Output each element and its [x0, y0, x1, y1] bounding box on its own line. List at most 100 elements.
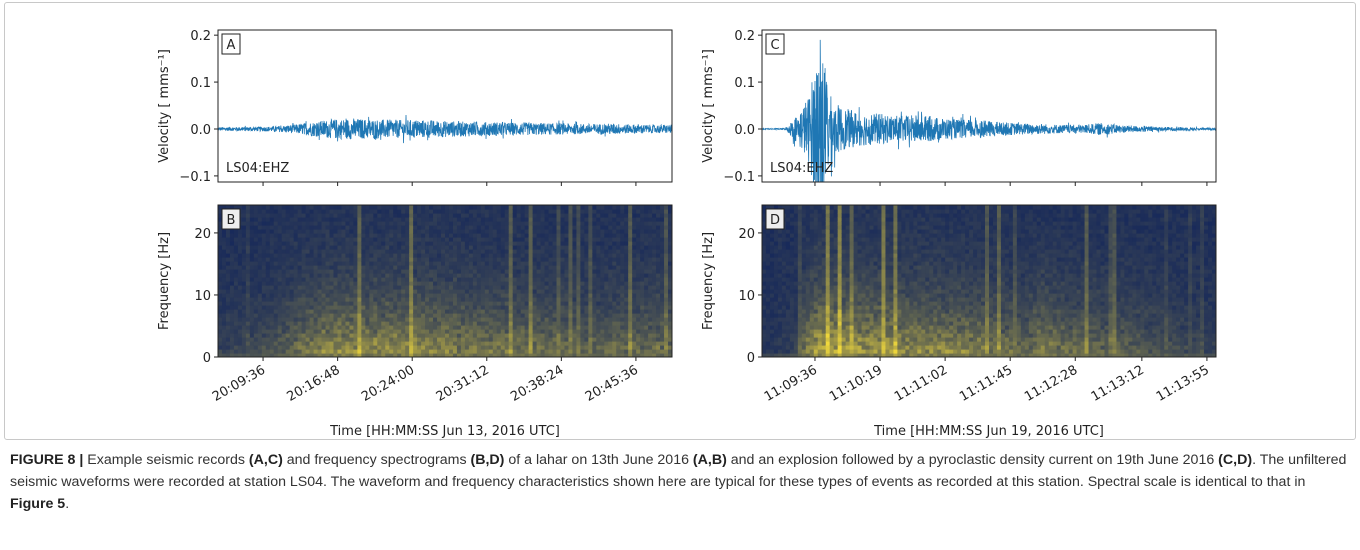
spectrogram-cell	[798, 285, 803, 290]
spectrogram-cell	[318, 345, 323, 350]
spectrogram-cell	[465, 217, 470, 222]
spectrogram-cell	[461, 337, 466, 342]
spectrogram-cell	[806, 233, 811, 238]
spectrogram-cell	[326, 233, 331, 238]
spectrogram-cell	[417, 313, 422, 318]
spectrogram-cell	[616, 205, 621, 210]
spectrogram-cell	[794, 285, 799, 290]
spectrogram-cell	[337, 273, 342, 278]
spectrogram-cell	[473, 209, 478, 214]
spectrogram-cell	[564, 209, 569, 214]
spectrogram-cell	[580, 305, 585, 310]
spectrogram-cell	[222, 321, 227, 326]
spectrogram-cell	[322, 245, 327, 250]
spectrogram-cell	[465, 237, 470, 242]
spectrogram-cell	[310, 309, 315, 314]
spectrogram-cell	[290, 261, 295, 266]
spectrogram-cell	[230, 293, 235, 298]
spectrogram-cell	[294, 341, 299, 346]
spectrogram-cell	[385, 337, 390, 342]
spectrogram-cell	[238, 265, 243, 270]
spectrogram-cell	[341, 245, 346, 250]
spectrogram-cell	[810, 249, 815, 254]
spectrogram-cell	[326, 309, 331, 314]
spectrogram-cell	[286, 309, 291, 314]
spectrogram-cell	[497, 277, 502, 282]
spectrogram-cell	[810, 229, 815, 234]
spectrogram-cell	[218, 313, 223, 318]
spectrogram-cell	[762, 249, 767, 254]
spectrogram-cell	[314, 225, 319, 230]
spectrogram-cell	[632, 233, 637, 238]
spectrogram-cell	[401, 305, 406, 310]
spectrogram-cell	[576, 321, 581, 326]
spectrogram-cell	[270, 289, 275, 294]
spectrogram-cell	[810, 305, 815, 310]
spectrogram-cell	[425, 261, 430, 266]
spectrogram-cell	[278, 297, 283, 302]
spectrogram-cell	[525, 261, 530, 266]
spectrogram-cell	[457, 237, 462, 242]
spectrogram-cell	[790, 321, 795, 326]
spectrogram-cell	[814, 321, 819, 326]
spectrogram-cell	[640, 229, 645, 234]
spectrogram-cell	[409, 217, 414, 222]
spectrogram-cell	[616, 233, 621, 238]
spectrogram-cell	[433, 233, 438, 238]
spectrogram-cell	[254, 273, 259, 278]
spectrogram-cell	[576, 245, 581, 250]
spectrogram-cell	[266, 329, 271, 334]
spectrogram-cell	[576, 301, 581, 306]
spectrogram-cell	[612, 337, 617, 342]
spectrogram-cell	[600, 293, 605, 298]
spectrogram-cell	[230, 237, 235, 242]
spectrogram-cell	[786, 297, 791, 302]
spectrogram-cell	[222, 265, 227, 270]
spectrogram-cell	[397, 273, 402, 278]
spectrogram-cell	[294, 333, 299, 338]
spectrogram-cell	[497, 305, 502, 310]
spectrogram-cell	[393, 345, 398, 350]
spectrogram-cell	[425, 317, 430, 322]
spectrogram-cell	[489, 281, 494, 286]
spectrogram-cell	[656, 313, 661, 318]
spectrogram-cell	[580, 313, 585, 318]
spectrogram-cell	[596, 309, 601, 314]
spectrogram-cell	[616, 285, 621, 290]
spectrogram-cell	[580, 289, 585, 294]
spectrogram-cell	[393, 213, 398, 218]
spectrogram-cell	[790, 269, 795, 274]
spectrogram-cell	[588, 209, 593, 214]
spectrogram-cell	[250, 249, 255, 254]
spectrogram-cell	[473, 229, 478, 234]
spectrogram-cell	[341, 325, 346, 330]
spectrogram-cell	[529, 237, 534, 242]
spectrogram-cell	[405, 253, 410, 258]
spectrogram-cell	[314, 257, 319, 262]
spectrogram-cell	[608, 269, 613, 274]
spectrogram-cell	[616, 289, 621, 294]
spectrogram-cell	[441, 345, 446, 350]
spectrogram-cell	[250, 281, 255, 286]
spectrogram-cell	[584, 265, 589, 270]
spectrogram-cell	[794, 313, 799, 318]
spectrogram-cell	[405, 281, 410, 286]
spectrogram-cell	[333, 249, 338, 254]
spectrogram-cell	[762, 325, 767, 330]
spectrogram-cell	[409, 289, 414, 294]
spectrogram-cell	[381, 337, 386, 342]
spectrogram-cell	[782, 313, 787, 318]
spectrogram-cell	[477, 225, 482, 230]
spectrogram-cell	[624, 281, 629, 286]
spectrogram-cell	[453, 253, 458, 258]
spectrogram-cell	[302, 213, 307, 218]
spectrogram-cell	[580, 321, 585, 326]
spectrogram-cell	[588, 301, 593, 306]
spectrogram-cell	[218, 237, 223, 242]
spectrogram-cell	[549, 237, 554, 242]
spectrogram-cell	[766, 329, 771, 334]
spectrogram-cell	[357, 253, 362, 258]
spectrogram-cell	[349, 337, 354, 342]
spectrogram-cell	[341, 285, 346, 290]
spectrogram-cell	[405, 241, 410, 246]
